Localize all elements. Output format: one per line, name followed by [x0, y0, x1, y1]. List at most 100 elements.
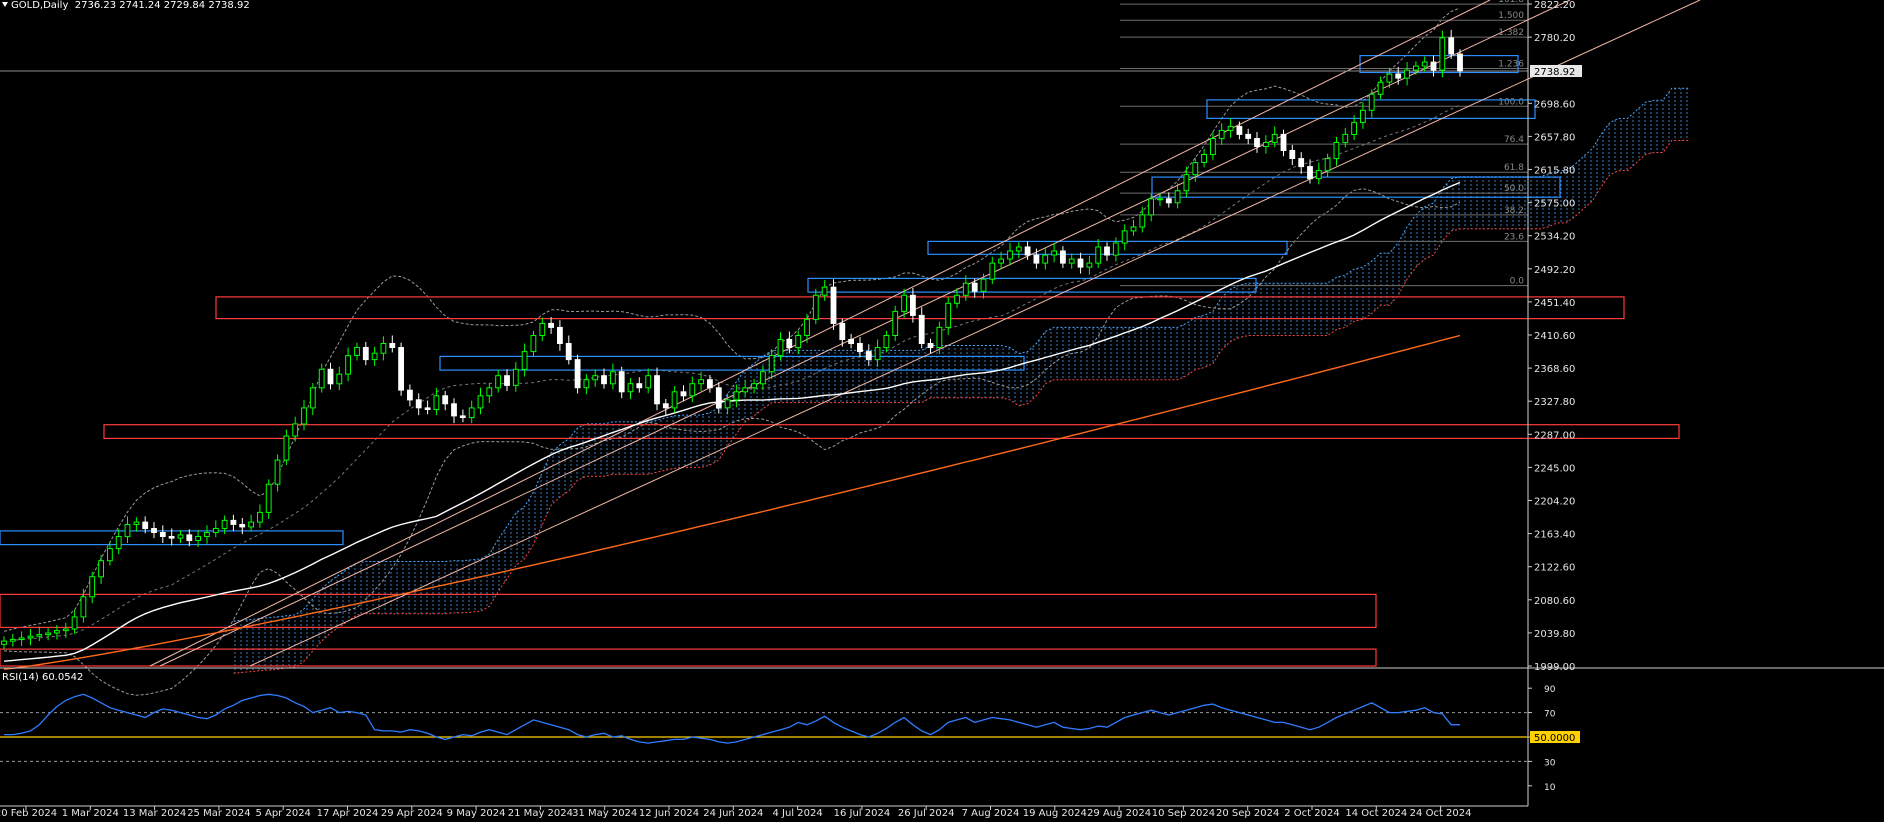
- candle-body: [627, 383, 634, 393]
- candle-body: [1192, 162, 1199, 176]
- candle-body: [362, 347, 369, 361]
- candle-body: [945, 302, 952, 328]
- candle-body: [1, 640, 7, 645]
- time-tick-label: 29 Aug 2024: [1087, 808, 1151, 819]
- candle-body: [309, 387, 316, 409]
- candle-body: [159, 532, 166, 537]
- candle-body: [1174, 190, 1181, 204]
- candle-body: [980, 278, 987, 292]
- candle-body: [601, 375, 607, 385]
- rsi-tick-label: 70: [1544, 710, 1556, 720]
- candle-body: [998, 258, 1005, 264]
- candle-body: [654, 375, 660, 405]
- candle-body: [239, 524, 246, 528]
- time-tick-label: 2 Oct 2024: [1284, 808, 1339, 819]
- zone-red: [103, 424, 1680, 440]
- candle-body: [274, 459, 281, 485]
- candle-body: [398, 347, 405, 391]
- candle-body: [521, 351, 528, 370]
- candle-body: [151, 528, 157, 533]
- rsi-header: RSI(14) 60.0542: [2, 672, 83, 683]
- candle-body: [910, 294, 916, 316]
- candle-body: [1165, 198, 1172, 204]
- collapse-triangle-icon[interactable]: [2, 2, 8, 7]
- candle-body: [989, 262, 996, 280]
- candle-body: [812, 294, 819, 320]
- chart-header: GOLD,Daily 2736.23 2741.24 2729.84 2738.…: [2, 0, 250, 11]
- last-price-label: 2738.92: [1534, 67, 1575, 78]
- candle-body: [9, 639, 16, 642]
- price-tick-label: 2451.40: [1534, 298, 1575, 309]
- candle-body: [1139, 214, 1146, 228]
- fib-label: 0.0: [1510, 277, 1525, 287]
- candle-body: [698, 379, 705, 385]
- price-tick-label: 2780.20: [1534, 33, 1575, 44]
- channel-line: [149, 0, 1491, 667]
- candle-body: [671, 391, 678, 409]
- time-tick-label: 10 Sep 2024: [1152, 808, 1215, 819]
- candle-body: [724, 399, 731, 409]
- candle-body: [62, 628, 69, 632]
- candle-body: [98, 560, 104, 578]
- time-tick-label: 24 Jun 2024: [703, 808, 763, 819]
- price-tick-label: 2163.40: [1534, 530, 1575, 541]
- candle-body: [777, 339, 784, 357]
- candle-body: [1289, 150, 1296, 159]
- candle-body: [1413, 65, 1419, 71]
- candle-body: [36, 634, 43, 637]
- candle-body: [380, 343, 387, 354]
- candle-body: [212, 528, 219, 533]
- candle-body: [689, 383, 696, 397]
- candle-body: [504, 375, 510, 386]
- candle-body: [1324, 158, 1331, 172]
- candle-body: [257, 511, 263, 523]
- last-price-tag: [1530, 65, 1582, 77]
- candle-body: [1271, 133, 1278, 143]
- candle-body: [327, 368, 334, 385]
- candle-body: [1104, 246, 1110, 256]
- candle-body: [874, 347, 881, 361]
- symbol-label: GOLD,Daily: [11, 0, 69, 11]
- candle-body: [901, 294, 908, 312]
- candle-body: [115, 536, 122, 550]
- candle-body: [1307, 166, 1313, 180]
- time-tick-label: 9 May 2024: [447, 808, 506, 819]
- candle-body: [433, 395, 440, 410]
- price-tick-label: 2410.60: [1534, 331, 1575, 342]
- candle-body: [530, 335, 537, 353]
- candle-body: [574, 359, 581, 389]
- zone-blue: [807, 277, 1257, 293]
- candle-body: [89, 576, 96, 598]
- rsi-mid-tag: [1530, 731, 1580, 743]
- candle-body: [760, 371, 766, 385]
- fib-label: 1.382: [1498, 28, 1524, 38]
- candle-body: [848, 339, 855, 344]
- zone-red: [0, 648, 1377, 667]
- candle-body: [451, 403, 457, 417]
- candle-body: [1245, 133, 1252, 139]
- candle-body: [1121, 230, 1128, 244]
- candle-body: [795, 335, 802, 349]
- candle-body: [265, 483, 272, 513]
- candle-body: [1227, 125, 1234, 131]
- moving-averages: [3, 181, 1461, 670]
- candle-body: [124, 524, 131, 538]
- fib-label: 76.4: [1504, 135, 1524, 145]
- candle-body: [133, 521, 140, 525]
- candle-body: [424, 407, 431, 410]
- time-tick-label: 19 Aug 2024: [1023, 808, 1087, 819]
- fib-label: 1.500: [1498, 11, 1524, 21]
- candle-body: [1051, 250, 1057, 256]
- ma-200-line: [3, 334, 1461, 670]
- candle-body: [407, 389, 413, 401]
- price-tick-label: 2822.20: [1534, 0, 1575, 11]
- candle-body: [1386, 73, 1393, 83]
- candle-body: [80, 596, 87, 618]
- candles: [1, 29, 1463, 650]
- candle-body: [839, 322, 846, 340]
- fib-label: 161.8: [1498, 0, 1524, 5]
- candle-body: [512, 368, 519, 386]
- candle-body: [1457, 53, 1463, 72]
- band-upper: [3, 7, 1461, 632]
